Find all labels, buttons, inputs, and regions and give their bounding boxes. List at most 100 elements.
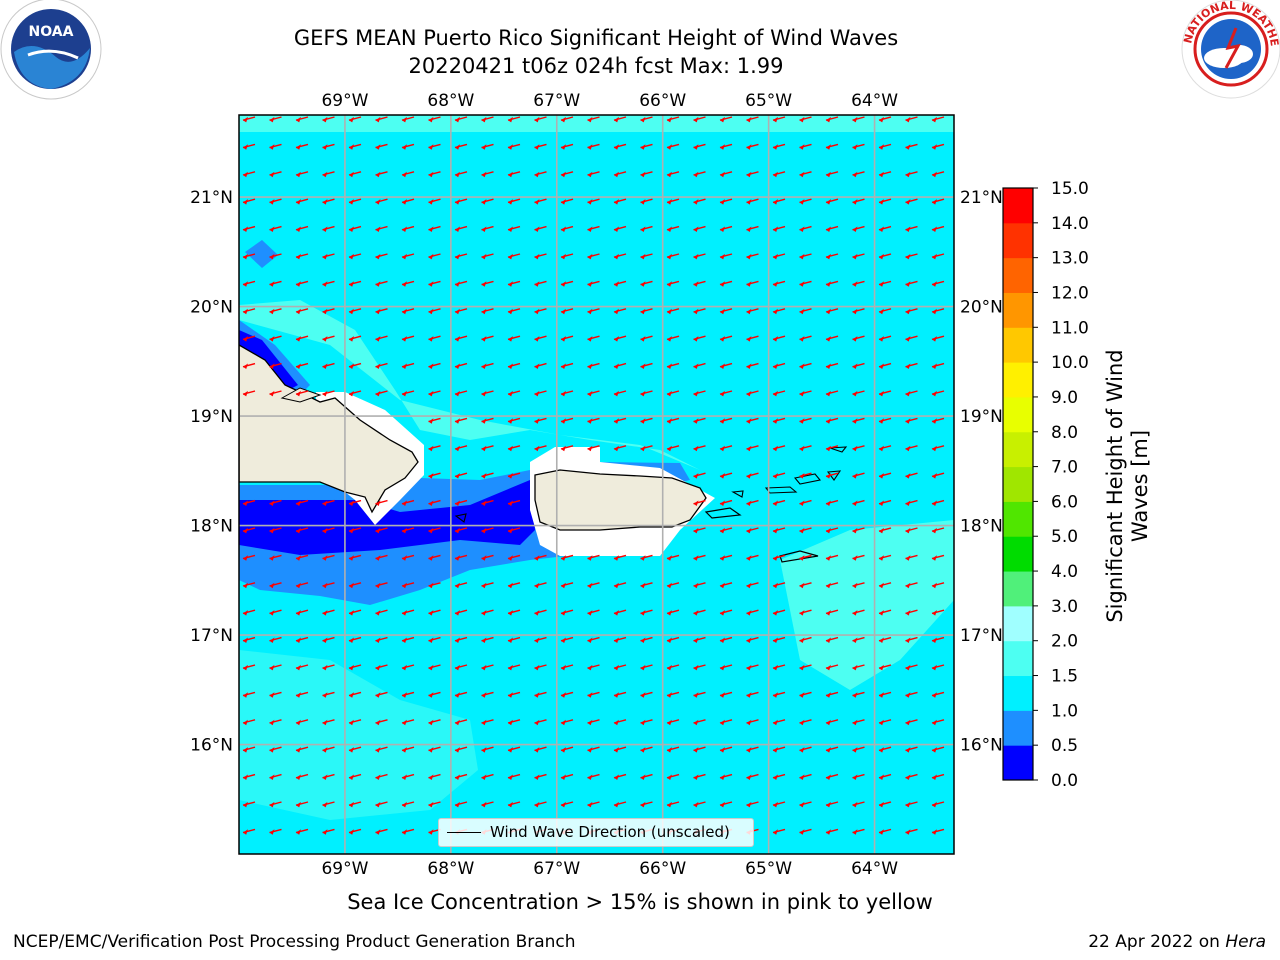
wind-arrow-head (693, 418, 699, 424)
wind-arrow-head (667, 116, 672, 123)
wind-arrow-head (561, 692, 566, 698)
colorbar-swatch (1003, 501, 1033, 537)
wind-arrow-head (667, 308, 672, 315)
wind-arrow-head (879, 527, 884, 534)
lat-labels-right: 21°N 20°N 19°N 18°N 17°N 16°N (960, 188, 1003, 755)
nws-logo: NATIONAL WEATHER SERVICE (0, 0, 1280, 99)
wind-arrow-head (561, 308, 566, 315)
lon-tick-label: 69°W (321, 91, 368, 111)
wind-arrow-head (932, 582, 937, 589)
wind-arrow-head (402, 390, 407, 397)
wind-arrow-head (720, 555, 725, 561)
wind-arrow-head (375, 664, 381, 671)
wind-arrow-head (720, 116, 725, 123)
wind-arrow-head (322, 527, 328, 534)
wind-arrow-head (826, 582, 831, 589)
wind-arrow-head (481, 610, 487, 616)
colorbar-swatch (1003, 257, 1033, 293)
wind-arrow-head (826, 390, 831, 397)
wind-arrow-head (402, 281, 407, 287)
wind-arrow-head (322, 226, 328, 232)
chart-subtitle: 20220421 t06z 024h fcst Max: 1.99 (408, 54, 784, 78)
wind-arrow-head (905, 664, 911, 671)
wind-arrow-head (693, 226, 699, 232)
wind-arrow-head (667, 336, 672, 342)
wind-arrow-head (508, 144, 513, 150)
wind-arrow-head (322, 336, 328, 342)
wind-arrow-head (534, 199, 540, 205)
wind-arrow-head (322, 829, 328, 835)
wind-arrow-head (932, 473, 937, 479)
wind-arrow-head (508, 801, 513, 808)
wind-arrow-head (349, 637, 354, 643)
wind-arrow-head (640, 363, 646, 369)
wind-arrow-head (508, 199, 513, 205)
wind-arrow-head (587, 747, 593, 753)
wind-arrow-head (243, 801, 248, 808)
wind-arrow-head (534, 116, 540, 123)
wind-arrow-head (402, 719, 407, 726)
colorbar-swatch (1003, 605, 1033, 642)
wind-arrow-head (481, 308, 487, 315)
wind-arrow-head (349, 692, 354, 698)
wind-arrow-head (799, 199, 805, 205)
wind-arrow-head (243, 719, 248, 726)
wind-arrow-head (455, 281, 460, 287)
wind-arrow-head (481, 390, 487, 397)
wind-arrow-head (508, 555, 513, 561)
wind-arrow-head (826, 774, 831, 780)
wind-arrow-head (879, 664, 884, 671)
wind-arrow-head (773, 390, 778, 397)
wind-arrow-head (455, 637, 460, 643)
wind-arrow-head (402, 801, 407, 808)
colorbar-swatch (1003, 536, 1033, 572)
wind-arrow-head (243, 336, 248, 342)
wind-arrow-head (534, 664, 540, 671)
lat-tick-label: 21°N (190, 188, 233, 208)
wind-arrow-head (614, 582, 619, 589)
wind-arrow-head (322, 171, 328, 178)
wind-arrow-head (693, 637, 699, 643)
wind-arrow-head (693, 199, 699, 205)
island-tortola (793, 473, 822, 485)
wind-arrow-head (746, 801, 752, 808)
wind-arrow-head (667, 199, 672, 205)
wind-arrow-head (799, 582, 805, 589)
wind-arrow-head (799, 719, 805, 726)
wind-arrow-head (269, 801, 275, 808)
wind-arrow-head (614, 199, 619, 205)
wind-arrow-head (587, 171, 593, 178)
wind-arrow-head (693, 664, 699, 671)
wind-arrow-head (852, 555, 858, 561)
wind-arrow-head (799, 308, 805, 315)
wind-arrow-head (455, 473, 460, 479)
wind-arrow-head (428, 390, 434, 397)
wind-arrow-head (481, 719, 487, 726)
wind-arrow-head (932, 336, 937, 342)
wind-arrow-head (269, 226, 275, 232)
wind-arrow-head (296, 500, 301, 506)
wind-arrow-head (534, 719, 540, 726)
wind-arrow-head (375, 774, 381, 780)
wind-arrow-head (720, 801, 725, 808)
wind-arrow-head (852, 281, 858, 287)
wind-arrow-head (614, 226, 619, 232)
wind-arrow-head (349, 582, 354, 589)
wind-arrow-head (905, 308, 911, 315)
wind-arrow-head (587, 555, 593, 561)
wind-arrow-head (402, 664, 407, 671)
wind-arrow-head (852, 582, 858, 589)
wind-arrow-head (879, 692, 884, 698)
wind-arrow-head (773, 308, 778, 315)
wind-arrow-head (640, 390, 646, 397)
wind-arrow-head (375, 363, 381, 369)
wind-arrow-head (508, 774, 513, 780)
colorbar-tick-label: 7.0 (1051, 458, 1078, 478)
svg-text:NATIONAL WEATHER SERVICE: NATIONAL WEATHER SERVICE (0, 0, 1280, 47)
wind-arrow-head (349, 664, 354, 671)
lat-tick-label: 17°N (960, 626, 1003, 646)
island-st-croix (779, 550, 819, 563)
wind-arrow-head (852, 144, 858, 150)
wind-arrow-head (534, 774, 540, 780)
wind-arrow-head (614, 363, 619, 369)
